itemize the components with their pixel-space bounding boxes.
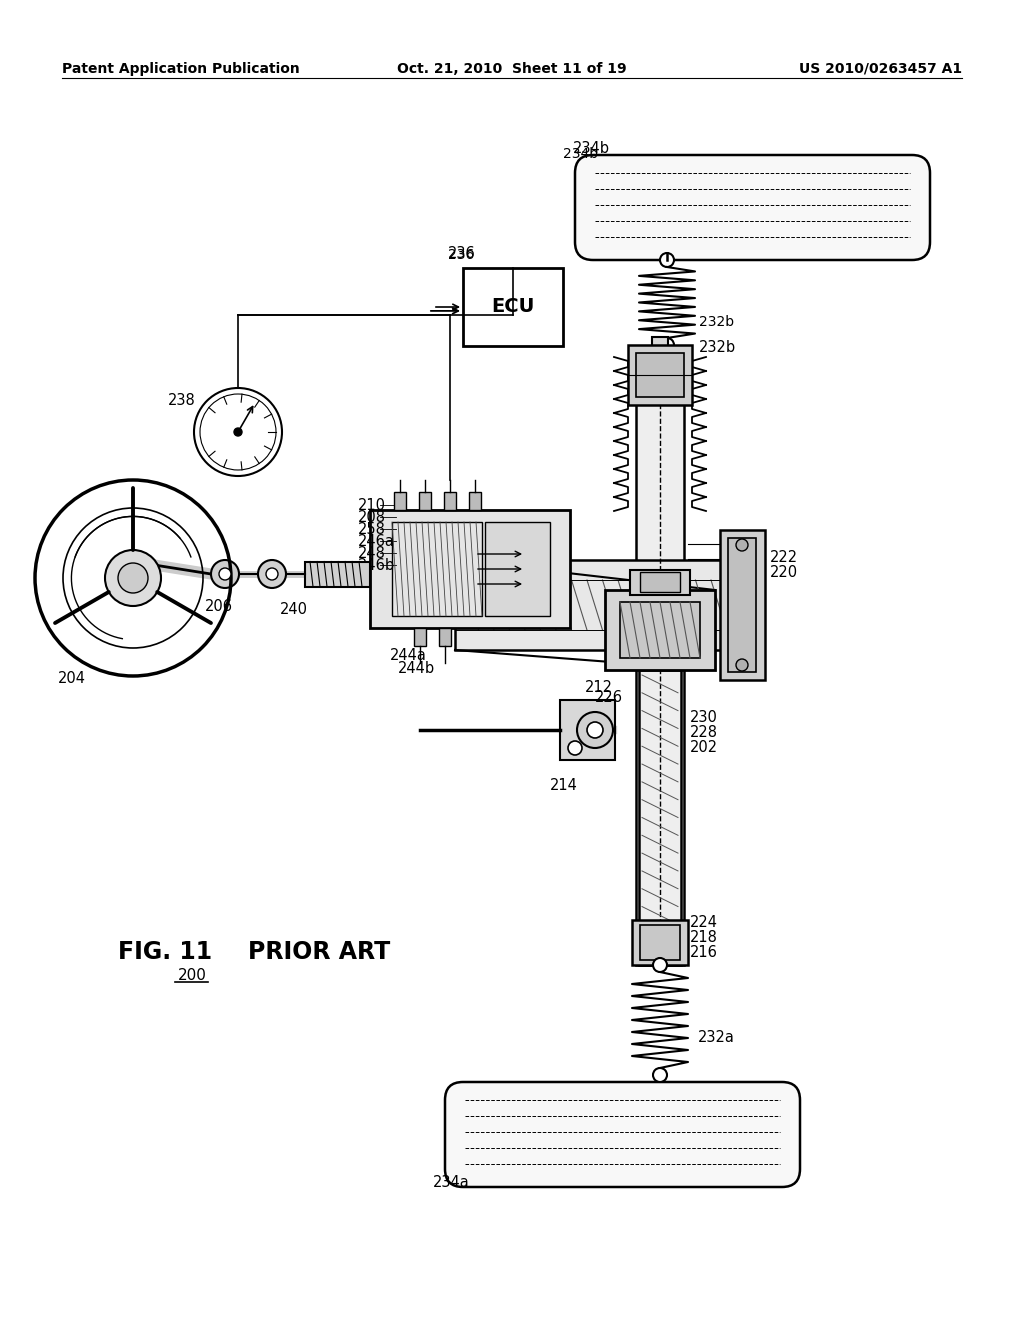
Text: 214: 214 [550, 777, 578, 793]
Text: 230: 230 [690, 710, 718, 725]
Text: 228: 228 [690, 725, 718, 741]
Text: 224: 224 [690, 915, 718, 931]
Text: 208: 208 [358, 510, 386, 525]
Text: Oct. 21, 2010  Sheet 11 of 19: Oct. 21, 2010 Sheet 11 of 19 [397, 62, 627, 77]
Bar [640, 572, 680, 591]
Text: 212: 212 [585, 680, 613, 696]
FancyBboxPatch shape [445, 1082, 800, 1187]
Text: ECU: ECU [492, 297, 535, 317]
Text: 238: 238 [168, 393, 196, 408]
Text: PRIOR ART: PRIOR ART [248, 940, 390, 964]
Text: 234a: 234a [433, 1175, 470, 1191]
Text: 226: 226 [595, 690, 623, 705]
Text: 248: 248 [358, 546, 386, 561]
Circle shape [194, 388, 282, 477]
Text: 206: 206 [205, 599, 233, 614]
Text: 234b: 234b [563, 147, 598, 161]
Bar [620, 602, 700, 657]
Bar [720, 531, 765, 680]
Text: 232b: 232b [699, 315, 734, 329]
Circle shape [118, 564, 148, 593]
Text: Patent Application Publication: Patent Application Publication [62, 62, 300, 77]
Bar [639, 671, 681, 965]
Text: US 2010/0263457 A1: US 2010/0263457 A1 [799, 62, 962, 77]
Circle shape [660, 253, 674, 267]
Circle shape [568, 741, 582, 755]
Bar [394, 492, 406, 510]
Bar [652, 337, 668, 355]
Bar [605, 590, 715, 671]
FancyBboxPatch shape [575, 154, 930, 260]
Bar [728, 539, 756, 672]
Text: 244a: 244a [390, 648, 427, 663]
Bar [444, 492, 456, 510]
Text: 236: 236 [449, 248, 474, 261]
Text: 200: 200 [178, 968, 207, 983]
Circle shape [736, 539, 748, 550]
Text: FIG. 11: FIG. 11 [118, 940, 212, 964]
Text: 240: 240 [280, 602, 308, 616]
Text: 232a: 232a [698, 1030, 735, 1045]
Text: 246a: 246a [358, 535, 395, 549]
Text: 202: 202 [690, 741, 718, 755]
Bar [469, 492, 481, 510]
Circle shape [660, 338, 674, 352]
Text: 210: 210 [358, 498, 386, 513]
Bar [305, 561, 370, 586]
Circle shape [577, 711, 613, 748]
Text: 222: 222 [770, 550, 798, 565]
Text: 236: 236 [449, 246, 476, 261]
Circle shape [258, 560, 286, 587]
Text: 216: 216 [690, 945, 718, 960]
Text: 244b: 244b [398, 661, 435, 676]
Circle shape [653, 958, 667, 972]
Text: 204: 204 [58, 671, 86, 686]
Bar [455, 560, 750, 649]
Circle shape [266, 568, 278, 579]
Bar [632, 920, 688, 965]
Bar [630, 570, 690, 595]
Circle shape [653, 1068, 667, 1082]
Text: 234b: 234b [573, 141, 610, 156]
Bar [636, 352, 684, 397]
Bar [419, 492, 431, 510]
Bar [414, 628, 426, 645]
Bar [370, 510, 570, 628]
Circle shape [234, 428, 242, 436]
Text: 246b: 246b [358, 558, 395, 573]
Text: 258: 258 [358, 521, 386, 537]
Text: 218: 218 [690, 931, 718, 945]
Text: 232b: 232b [699, 341, 736, 355]
Bar [636, 352, 684, 965]
Bar [439, 628, 451, 645]
Text: 220: 220 [770, 565, 798, 579]
Circle shape [105, 550, 161, 606]
Bar [640, 925, 680, 960]
Bar [463, 268, 563, 346]
Circle shape [219, 568, 231, 579]
Circle shape [211, 560, 239, 587]
Circle shape [736, 659, 748, 671]
Bar [392, 521, 482, 616]
Polygon shape [560, 700, 615, 760]
Bar [628, 345, 692, 405]
Circle shape [587, 722, 603, 738]
Bar [485, 521, 550, 616]
